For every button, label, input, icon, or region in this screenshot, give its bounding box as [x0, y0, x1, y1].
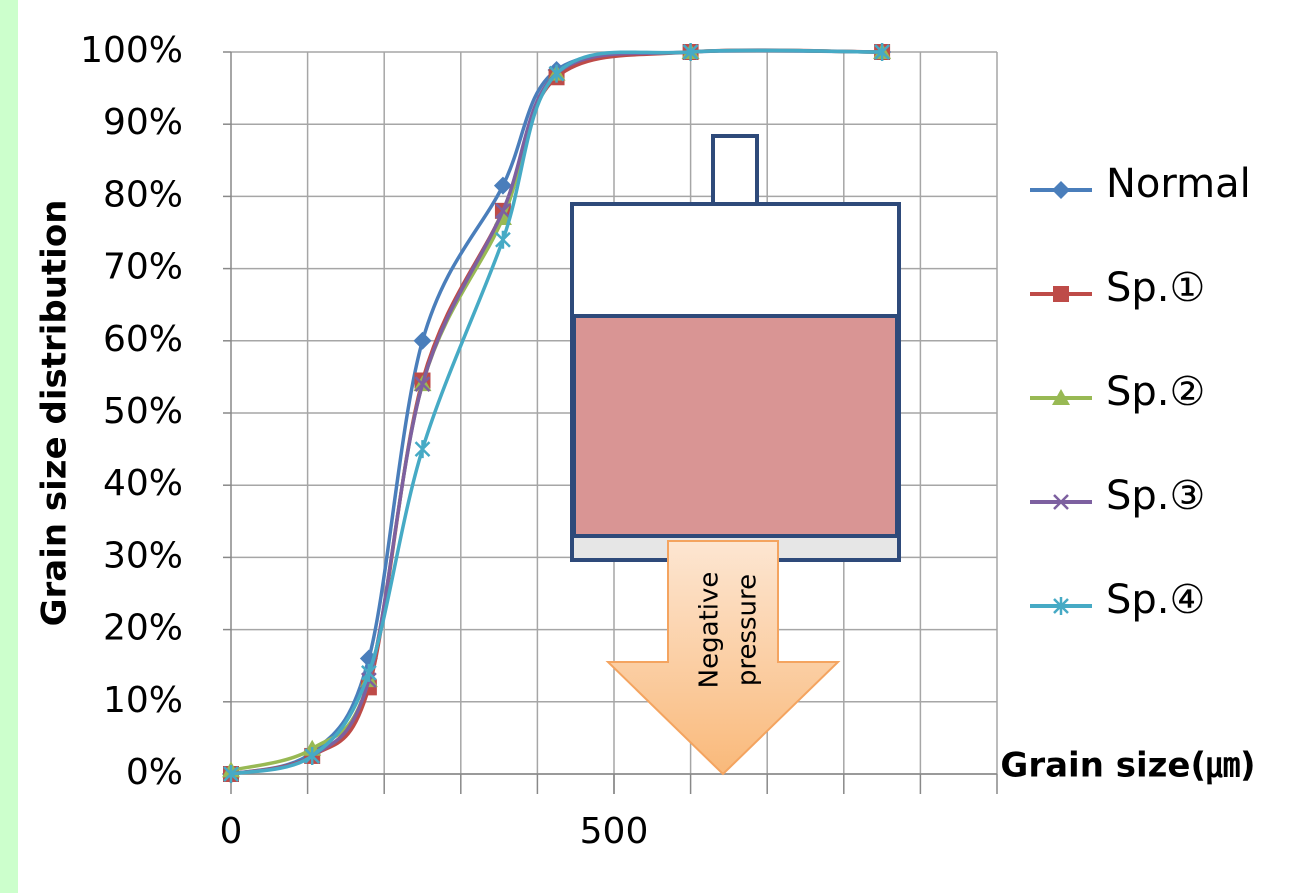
marker — [874, 43, 890, 61]
annotation: Negative — [695, 572, 725, 689]
y-axis-title: Grain size distribution — [35, 200, 75, 627]
marker — [548, 64, 565, 83]
x-tick-label: 500 — [580, 811, 649, 852]
y-tick-label: 10% — [103, 680, 183, 721]
y-tick-label: 80% — [103, 174, 183, 215]
marker — [493, 176, 512, 195]
y-tick-label: 30% — [103, 535, 183, 576]
y-tick-label: 20% — [103, 608, 183, 649]
y-tick-label: 40% — [103, 463, 183, 504]
series — [223, 43, 890, 783]
annotation: pressure — [733, 574, 763, 686]
legend-item: Sp.④ — [1030, 577, 1205, 623]
legend-label: Normal — [1106, 161, 1251, 207]
legend-item: Normal — [1030, 161, 1251, 207]
piston-rod — [711, 134, 759, 206]
y-tick-label: 60% — [103, 319, 183, 360]
x-axis-title: Grain size(㎛) — [1000, 746, 1255, 786]
marker — [495, 230, 511, 249]
y-tick-label: 70% — [103, 247, 183, 288]
marker — [223, 765, 239, 783]
y-tick-label: 100% — [80, 30, 183, 71]
sample — [572, 314, 899, 538]
marker — [360, 663, 377, 682]
inset-diagram: Negative pressure — [570, 134, 901, 776]
legend-marker — [1053, 597, 1069, 615]
y-tick-label: 90% — [103, 102, 183, 143]
marker — [682, 43, 699, 61]
marker — [414, 376, 431, 393]
legend-marker — [1053, 494, 1069, 510]
y-tick-label: 50% — [103, 391, 183, 432]
plot — [222, 43, 892, 783]
legend-label: Sp.③ — [1106, 473, 1205, 519]
side-strip — [0, 0, 18, 893]
legend-item: Sp.③ — [1030, 473, 1205, 519]
marker — [304, 746, 321, 765]
marker — [413, 331, 432, 350]
arrow — [605, 540, 841, 776]
y-tick-label: 0% — [126, 752, 183, 793]
legend-item: Sp.① — [1030, 265, 1205, 311]
legend-label: Sp.② — [1106, 369, 1205, 415]
x-tick-label: 0 — [220, 811, 243, 852]
legend-label: Sp.④ — [1106, 577, 1205, 623]
legend-marker — [1052, 181, 1070, 199]
legend-item: Sp.② — [1030, 369, 1205, 415]
legend-marker — [1053, 286, 1069, 302]
legend-label: Sp.① — [1106, 265, 1205, 311]
marker — [414, 440, 431, 459]
legend-marker — [1052, 389, 1070, 405]
marker — [495, 202, 511, 219]
line — [230, 48, 883, 776]
